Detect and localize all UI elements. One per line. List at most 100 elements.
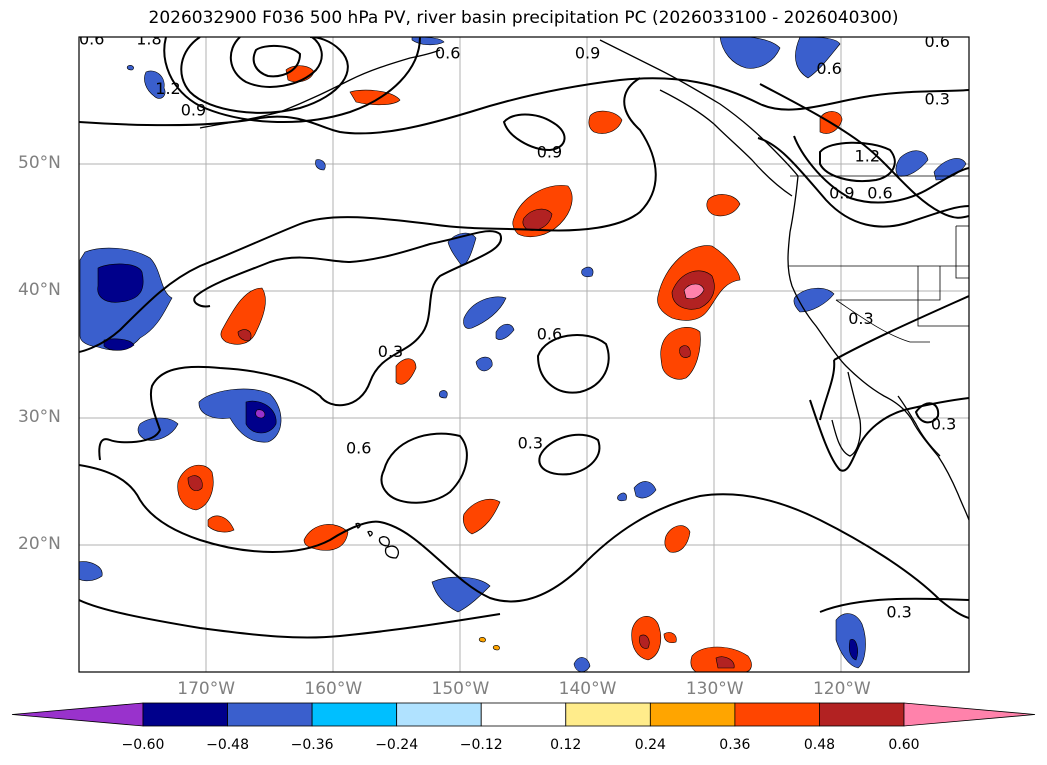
pos-area (237, 329, 252, 341)
contour-label: 0.9 (575, 44, 600, 63)
neg-area (463, 296, 507, 329)
pv-contour (819, 597, 969, 613)
lon-label: 150°W (431, 679, 490, 699)
neg-area (97, 263, 144, 303)
pos-area (664, 525, 691, 553)
neg-area (103, 338, 135, 351)
neg-area (431, 576, 491, 613)
pv-contour (536, 333, 610, 394)
pv-contour (79, 77, 657, 353)
contour-label: 0.3 (931, 414, 956, 433)
neg-area (848, 639, 858, 661)
positive-precip-areas (177, 65, 843, 672)
colorbar-tick-label: 0.36 (719, 737, 751, 753)
pos-area (663, 632, 677, 644)
pv-contour (98, 230, 503, 461)
pv-contour (914, 402, 940, 424)
colorbar-extend-low (11, 702, 144, 727)
neg-area (144, 70, 166, 99)
coast-baja (831, 371, 862, 457)
pos-area (462, 499, 501, 535)
contour-label: 1.8 (136, 30, 161, 49)
colorbar-tick-label: −0.60 (121, 737, 165, 753)
neg-area (447, 232, 477, 267)
contour-label: 0.6 (867, 183, 892, 202)
contour-label: 0.6 (79, 30, 104, 49)
pv-contour (819, 359, 836, 421)
colorbar-segment (819, 702, 905, 727)
contour-label: 1.2 (155, 79, 180, 98)
coast-bc (659, 89, 793, 197)
contour-label: 0.3 (518, 433, 543, 452)
contour-label: 0.3 (924, 89, 949, 108)
contour-label: 0.3 (848, 309, 873, 328)
contour-label: 0.9 (829, 183, 854, 202)
neg-area (633, 481, 657, 499)
pv-contour (163, 37, 421, 123)
pos-area (395, 358, 417, 385)
pos-area (679, 345, 691, 358)
contour-label: 0.6 (537, 324, 562, 343)
coast-gulf (897, 395, 941, 457)
lat-label: 40°N (18, 280, 61, 300)
lon-label: 130°W (685, 679, 744, 699)
colorbar-tick-label: −0.12 (459, 737, 503, 753)
pv-contour (759, 83, 969, 219)
hawaii (384, 545, 400, 559)
neg-area (581, 266, 594, 278)
neg-area (719, 37, 781, 69)
border (955, 226, 969, 279)
coast-us-west (787, 175, 969, 521)
lat-label: 30°N (18, 407, 61, 427)
pos-area (478, 637, 486, 643)
pv-contour (252, 44, 302, 78)
pos-area (492, 645, 500, 651)
colorbar-tick-label: 0.48 (803, 737, 836, 753)
pv-contour (380, 432, 468, 504)
negative-precip-areas (79, 37, 967, 672)
lat-label: 20°N (18, 534, 61, 554)
colorbar-segment (142, 702, 228, 727)
pos-area (207, 515, 235, 533)
neg-area (475, 356, 493, 372)
lon-label: 120°W (812, 679, 871, 699)
contour-labels: 0.6 1.81.20.90.6 0.90.90.60.60.31.20.9 0.60… (79, 30, 956, 621)
colorbar-tick-label: 0.24 (634, 737, 666, 753)
lon-label: 170°W (177, 679, 236, 699)
neg-area (495, 323, 515, 340)
coastlines (199, 39, 969, 559)
hawaii (367, 530, 373, 537)
pv-contour (757, 137, 969, 228)
coast-alaska-panhandle (599, 39, 799, 177)
pos-area (683, 283, 705, 300)
pv-contour (230, 37, 323, 88)
pos-area (220, 287, 266, 345)
pos-area (187, 475, 203, 491)
colorbar-segment (649, 702, 736, 727)
colorbar-segment (396, 702, 482, 727)
colorbar (11, 702, 1036, 727)
colorbar-tick-label: 0.12 (550, 737, 582, 753)
colorbar-tick-label: −0.36 (290, 737, 334, 753)
contour-label: 0.3 (378, 342, 403, 361)
neg-area (438, 390, 448, 399)
neg-area (126, 65, 134, 71)
colorbar-tick-label: 0.60 (888, 737, 920, 753)
pos-area (349, 89, 401, 106)
map-area: 0.6 1.81.20.90.6 0.90.90.60.60.31.20.9 0.60… (79, 30, 969, 672)
pv-contour (538, 433, 601, 476)
map-frame (78, 36, 970, 673)
lon-label: 160°W (304, 679, 363, 699)
pv-contour (79, 599, 501, 639)
neg-area (255, 409, 266, 419)
pos-area (639, 634, 650, 649)
pv-contour (833, 295, 969, 361)
lat-label: 50°N (18, 153, 61, 173)
neg-area (793, 287, 835, 313)
border (836, 266, 941, 301)
neg-area (315, 159, 326, 171)
pv-contour (79, 464, 969, 619)
contour-label: 0.6 (816, 59, 841, 78)
pos-area (285, 65, 315, 83)
